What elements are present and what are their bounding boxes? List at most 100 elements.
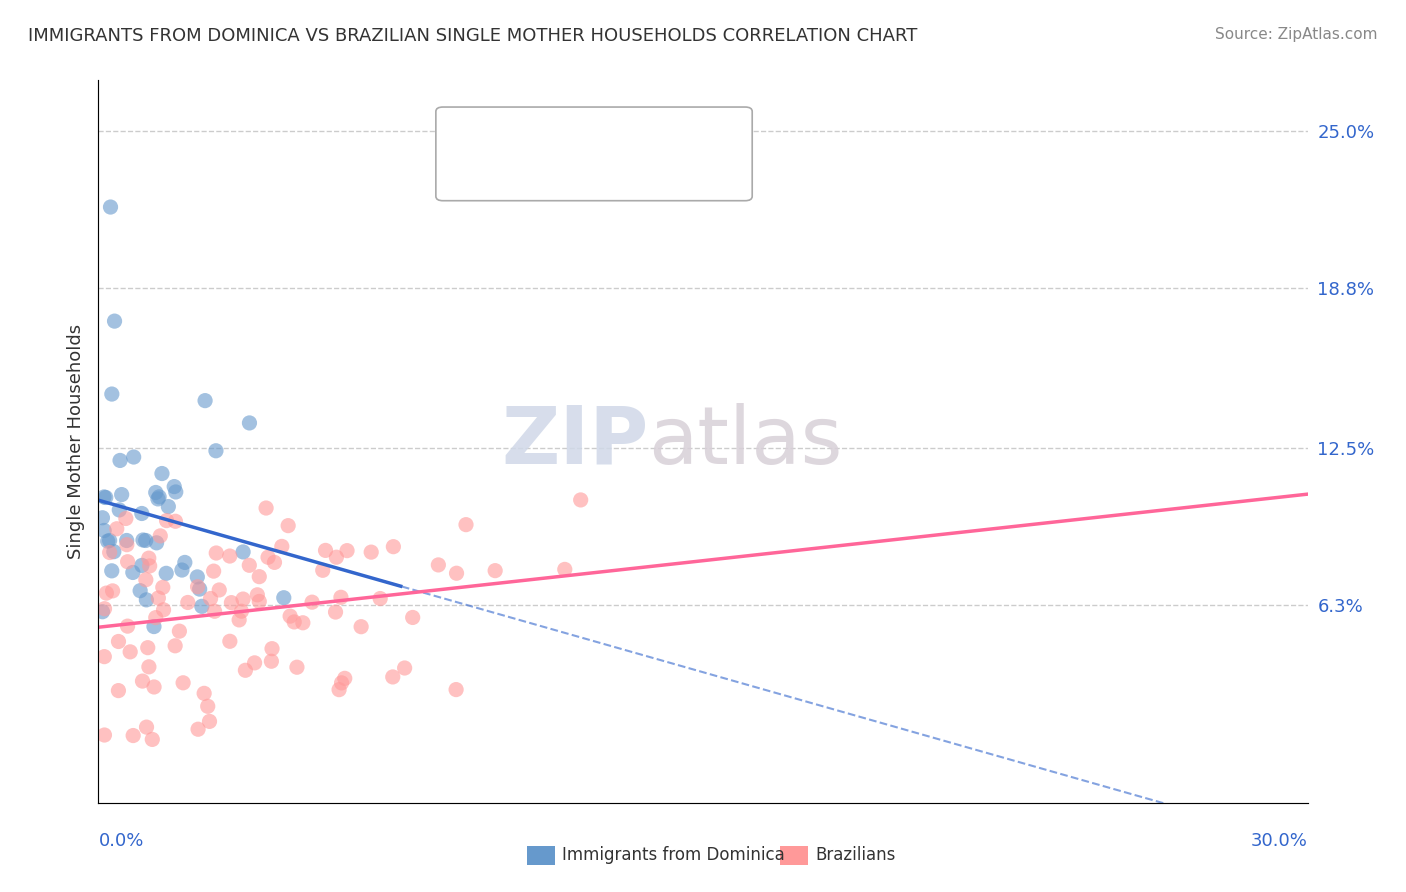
Point xyxy=(101,387,124,401)
Point xyxy=(325,550,347,565)
Point xyxy=(117,619,139,633)
Point xyxy=(444,682,467,697)
Point xyxy=(235,663,257,677)
Point xyxy=(157,500,180,514)
Point xyxy=(145,610,167,624)
Point xyxy=(148,591,170,605)
Point xyxy=(243,656,266,670)
Point xyxy=(173,556,195,570)
Point xyxy=(285,660,308,674)
Text: 0.0%: 0.0% xyxy=(98,831,143,850)
Point xyxy=(394,661,416,675)
Point xyxy=(120,645,142,659)
Text: Brazilians: Brazilians xyxy=(815,847,896,864)
Point xyxy=(111,487,134,501)
Point xyxy=(135,592,157,607)
Point xyxy=(278,609,301,624)
Text: atlas: atlas xyxy=(648,402,844,481)
Point xyxy=(360,545,382,559)
Point xyxy=(238,416,260,430)
Point xyxy=(98,545,121,559)
Point xyxy=(138,660,160,674)
Point xyxy=(165,485,187,500)
Point xyxy=(205,443,228,458)
Point xyxy=(138,551,160,566)
Point xyxy=(93,728,115,742)
Point xyxy=(163,479,186,493)
Point xyxy=(93,601,115,615)
Point xyxy=(96,586,118,600)
Point xyxy=(301,595,323,609)
Point xyxy=(238,558,260,573)
Point xyxy=(202,564,225,578)
Point xyxy=(350,620,373,634)
Point xyxy=(150,467,173,481)
Point xyxy=(107,683,129,698)
Point xyxy=(97,534,120,549)
Point xyxy=(221,596,243,610)
Point xyxy=(131,507,153,521)
Point xyxy=(135,533,157,548)
Point xyxy=(231,604,253,618)
Point xyxy=(108,453,131,467)
Point xyxy=(122,450,145,464)
Point xyxy=(122,729,145,743)
Point xyxy=(232,545,254,559)
Text: Source: ZipAtlas.com: Source: ZipAtlas.com xyxy=(1215,27,1378,42)
Point xyxy=(98,533,121,548)
Point xyxy=(105,522,128,536)
Point xyxy=(333,671,356,685)
Text: IMMIGRANTS FROM DOMINICA VS BRAZILIAN SINGLE MOTHER HOUSEHOLDS CORRELATION CHART: IMMIGRANTS FROM DOMINICA VS BRAZILIAN SI… xyxy=(28,27,918,45)
Point xyxy=(205,546,228,560)
Point xyxy=(177,595,200,609)
Point xyxy=(197,699,219,714)
Text: 30.0%: 30.0% xyxy=(1251,831,1308,850)
Point xyxy=(103,544,125,558)
Text: Immigrants from Dominica: Immigrants from Dominica xyxy=(562,847,785,864)
Point xyxy=(138,558,160,573)
Text: R = -0.135  N = 44: R = -0.135 N = 44 xyxy=(489,128,685,146)
Point xyxy=(117,555,139,569)
Point xyxy=(108,503,131,517)
Point xyxy=(273,591,295,605)
Point xyxy=(382,540,405,554)
Point xyxy=(191,599,214,614)
Point xyxy=(402,610,425,624)
Point xyxy=(283,615,305,629)
Point xyxy=(131,558,153,573)
Point xyxy=(188,582,211,596)
Point xyxy=(204,604,226,618)
Point xyxy=(247,594,270,608)
Point xyxy=(143,680,166,694)
Point xyxy=(427,558,450,572)
Point xyxy=(325,605,347,619)
Point xyxy=(484,564,506,578)
Point xyxy=(329,591,352,605)
Point xyxy=(131,674,153,689)
Point xyxy=(115,511,138,525)
Text: R =  0.167  N = 92: R = 0.167 N = 92 xyxy=(489,157,685,175)
Point xyxy=(115,538,138,552)
Point xyxy=(165,514,187,528)
Point xyxy=(170,563,193,577)
Point xyxy=(155,566,177,581)
Point xyxy=(103,314,125,328)
Point xyxy=(165,639,187,653)
Point xyxy=(148,490,170,504)
Point xyxy=(107,634,129,648)
Point xyxy=(143,619,166,633)
Point xyxy=(232,592,254,607)
Point xyxy=(135,573,157,587)
Point xyxy=(446,566,468,581)
Point xyxy=(186,570,208,584)
Point xyxy=(136,640,159,655)
Point xyxy=(218,634,240,648)
Point xyxy=(146,491,169,506)
Point xyxy=(569,492,592,507)
Point xyxy=(91,510,114,524)
Point xyxy=(100,200,122,214)
Point xyxy=(152,580,174,594)
Point xyxy=(198,714,221,729)
Text: ZIP: ZIP xyxy=(502,402,648,481)
Point xyxy=(336,543,359,558)
